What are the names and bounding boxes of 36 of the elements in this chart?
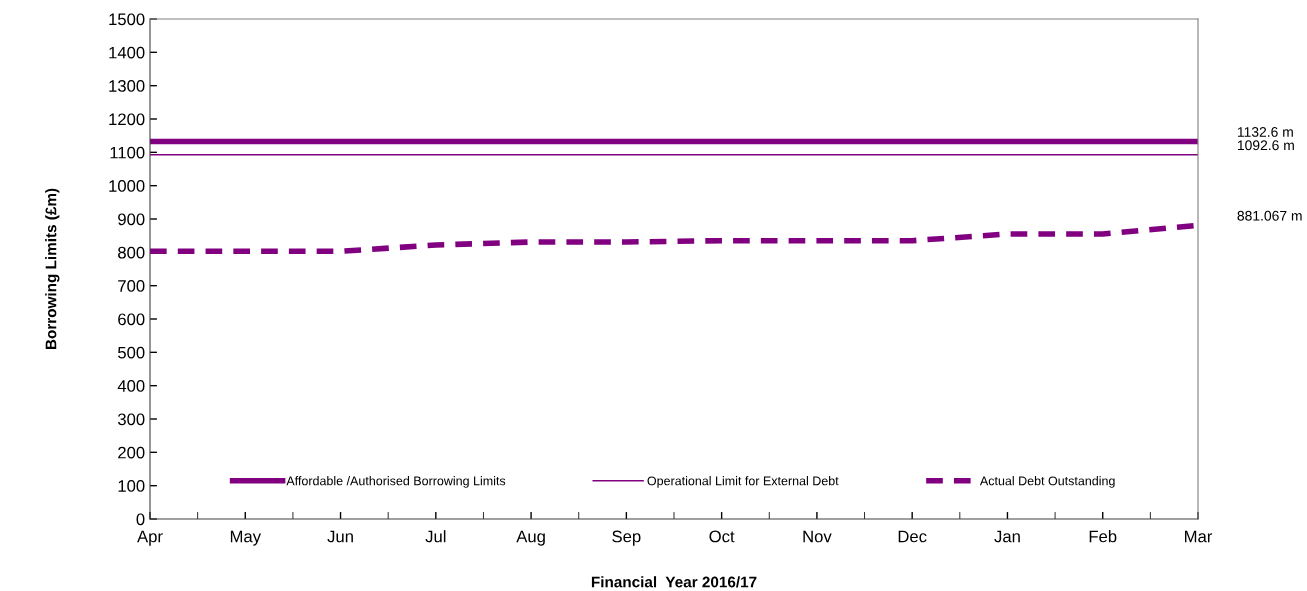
x-tick-label: Mar	[1185, 530, 1213, 543]
y-tick-label: 300	[117, 413, 145, 426]
y-axis-title: Borrowing Limits (£m)	[45, 188, 60, 350]
y-tick-label: 1000	[109, 180, 145, 192]
legend-label: Affordable /Authorised Borrowing Limits	[286, 476, 506, 488]
y-tick-label: 1100	[110, 146, 145, 159]
y-tick-label: 1500	[109, 13, 145, 26]
y-tick-label: 100	[118, 480, 145, 492]
x-tick-label: Jul	[425, 530, 446, 543]
y-tick-label: 600	[118, 313, 145, 326]
y-tick-label: 0	[136, 513, 145, 526]
text: 881.067 m	[1237, 210, 1302, 221]
x-tick-label: May	[230, 530, 261, 546]
y-tick-label: 800	[118, 246, 145, 259]
x-tick-label: Jan	[994, 530, 1020, 543]
x-tick-label: Apr	[137, 530, 163, 546]
legend-label: Operational Limit for External Debt	[647, 476, 839, 488]
y-tick-label: 900	[118, 213, 145, 226]
x-tick-label: Sep	[612, 530, 641, 546]
y-tick-label: 400	[117, 380, 145, 392]
y-tick-label: 700	[118, 280, 145, 292]
legend-label: Actual Debt Outstanding	[979, 476, 1115, 488]
x-axis-title: Financial Year 2016/17	[591, 576, 757, 588]
text: 1132.6 m	[1237, 127, 1293, 137]
y-tick-label: 200	[118, 446, 145, 459]
x-tick-label: Aug	[516, 530, 545, 546]
x-tick-label: Dec	[898, 530, 927, 543]
y-tick-label: 1300	[109, 80, 145, 92]
y-tick-label: 1200	[109, 113, 145, 126]
x-tick-label: Oct	[709, 530, 735, 543]
y-tick-label: 1400	[109, 46, 145, 59]
x-tick-label: Feb	[1089, 530, 1117, 543]
y-tick-label: 500	[118, 346, 145, 359]
text: 1092.6 m	[1237, 140, 1294, 151]
x-tick-label: Nov	[803, 530, 832, 543]
x-tick-label: Jun	[327, 530, 353, 543]
